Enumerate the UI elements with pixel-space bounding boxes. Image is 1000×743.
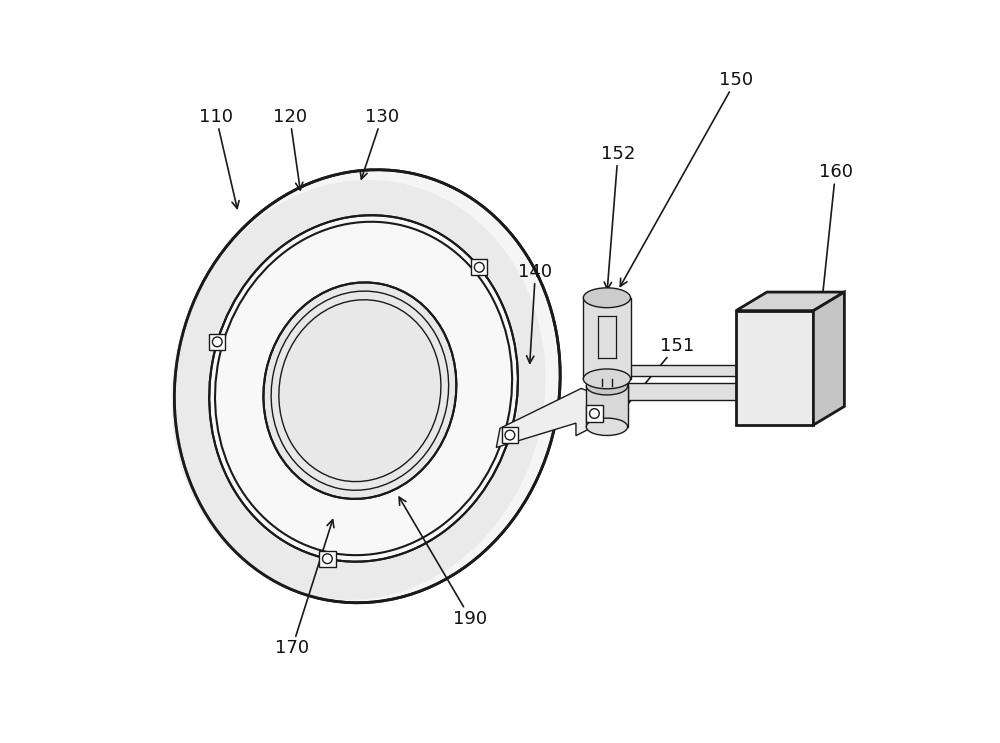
Text: 150: 150 bbox=[620, 71, 753, 286]
Circle shape bbox=[474, 262, 484, 272]
Circle shape bbox=[590, 409, 599, 418]
Ellipse shape bbox=[586, 418, 628, 435]
Circle shape bbox=[212, 337, 222, 347]
FancyBboxPatch shape bbox=[502, 427, 518, 443]
Ellipse shape bbox=[583, 369, 631, 389]
FancyBboxPatch shape bbox=[586, 406, 603, 421]
FancyBboxPatch shape bbox=[471, 259, 487, 276]
Polygon shape bbox=[736, 311, 813, 425]
Circle shape bbox=[505, 430, 515, 440]
Polygon shape bbox=[813, 292, 844, 425]
Polygon shape bbox=[628, 365, 736, 376]
Polygon shape bbox=[628, 383, 736, 400]
Text: 170: 170 bbox=[275, 519, 334, 657]
Circle shape bbox=[323, 554, 332, 563]
Polygon shape bbox=[586, 386, 628, 426]
Ellipse shape bbox=[174, 169, 560, 603]
Ellipse shape bbox=[586, 377, 628, 395]
Text: 110: 110 bbox=[199, 108, 239, 209]
Ellipse shape bbox=[583, 288, 631, 308]
Text: 151: 151 bbox=[621, 337, 694, 412]
Ellipse shape bbox=[209, 215, 518, 562]
Text: 130: 130 bbox=[360, 108, 399, 179]
Text: 160: 160 bbox=[818, 163, 853, 308]
Ellipse shape bbox=[171, 180, 546, 600]
Polygon shape bbox=[496, 389, 615, 447]
Text: 190: 190 bbox=[399, 497, 488, 628]
Text: 140: 140 bbox=[518, 263, 552, 363]
Text: 152: 152 bbox=[601, 145, 635, 290]
FancyBboxPatch shape bbox=[209, 334, 225, 350]
Polygon shape bbox=[583, 298, 631, 379]
FancyBboxPatch shape bbox=[319, 551, 336, 567]
Text: 120: 120 bbox=[273, 108, 307, 190]
Polygon shape bbox=[736, 292, 844, 311]
Ellipse shape bbox=[263, 282, 456, 499]
